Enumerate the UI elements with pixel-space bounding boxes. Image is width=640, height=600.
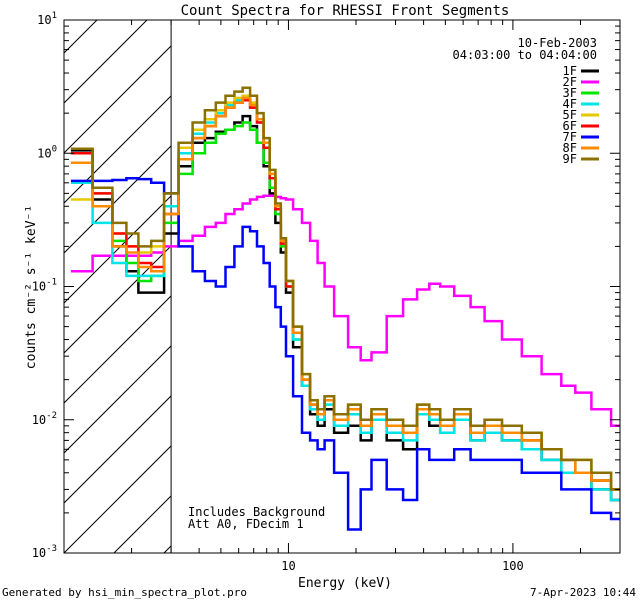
footer-timestamp: 7-Apr-2023 10:44 [530, 586, 636, 599]
legend-label-9F: 9F [563, 152, 577, 166]
annotation-attenuator: Att A0, FDecim 1 [188, 517, 304, 531]
x-tick-label: 100 [502, 559, 524, 573]
x-axis-label: Energy (keV) [298, 576, 392, 591]
y-tick-label: 100 [37, 144, 57, 160]
series-2F [70, 194, 620, 428]
y-tick-label: 10-2 [32, 411, 57, 427]
series-8F [70, 96, 620, 491]
x-axis-ticks: 10 100 [63, 20, 621, 573]
legend-label-3F: 3F [563, 86, 577, 100]
footer-generated-by: Generated by hsi_min_spectra_plot.pro [2, 586, 247, 599]
legend-label-6F: 6F [563, 119, 577, 133]
legend-label-2F: 2F [563, 75, 577, 89]
series-7F [70, 176, 620, 531]
y-axis-label: counts cm⁻² s⁻¹ keV⁻¹ [24, 205, 39, 369]
legend-label-7F: 7F [563, 130, 577, 144]
legend-date: 10-Feb-2003 [518, 36, 597, 50]
y-tick-label: 10-1 [32, 278, 57, 294]
chart-title: Count Spectra for RHESSI Front Segments [181, 3, 510, 19]
series-layer [70, 86, 620, 531]
legend-time-range: 04:03:00 to 04:04:00 [453, 48, 598, 62]
x-tick-label: 10 [281, 559, 295, 573]
series-9F [70, 86, 620, 491]
legend-label-8F: 8F [563, 141, 577, 155]
legend-label-5F: 5F [563, 108, 577, 122]
legend-label-1F: 1F [563, 64, 577, 78]
y-axis-ticks: 10-3 10-2 10-1 100 101 [32, 11, 620, 560]
y-tick-label: 101 [37, 11, 57, 27]
hatch-lines [64, 20, 172, 553]
y-tick-label: 10-3 [32, 544, 57, 560]
annotation-background: Includes Background [188, 505, 325, 519]
legend-label-4F: 4F [563, 97, 577, 111]
excluded-region-hatch [64, 20, 172, 553]
